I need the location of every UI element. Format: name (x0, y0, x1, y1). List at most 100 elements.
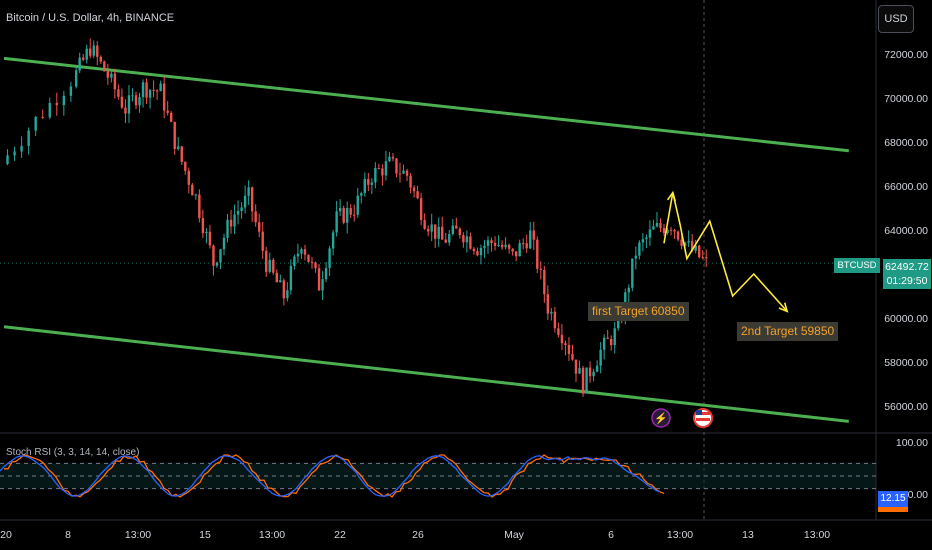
candle-body (659, 222, 662, 228)
candle-body (293, 256, 296, 266)
current-price: 62492.72 (885, 261, 929, 273)
candle-body (469, 236, 472, 249)
candle-body (141, 82, 145, 98)
candle-body (381, 168, 384, 176)
candle-body (162, 83, 166, 111)
candle-body (550, 311, 553, 314)
candle-body (120, 96, 124, 108)
candle-body (441, 226, 444, 240)
candle-body (645, 237, 648, 240)
candle-body (226, 219, 229, 238)
currency-button[interactable]: USD (878, 5, 914, 33)
candle-body (349, 207, 352, 215)
candle-body (360, 193, 363, 196)
candle-body (222, 237, 226, 250)
candle-body (342, 207, 345, 223)
candle-body (335, 211, 338, 233)
candle-body (268, 259, 271, 272)
candle-body (48, 102, 51, 118)
x-tick-label: 26 (412, 529, 424, 541)
candle-body (430, 224, 433, 232)
candle-body (638, 242, 641, 256)
candle-body (275, 272, 278, 283)
candle-body (705, 257, 708, 259)
candle-body (529, 230, 532, 249)
candle-body (363, 179, 366, 194)
candle-body (41, 116, 44, 118)
candle-body (444, 239, 447, 243)
candle-body (96, 45, 99, 57)
y-tick-label: 72000.00 (884, 49, 928, 61)
candle-body (356, 195, 359, 215)
candle-body (155, 90, 159, 92)
candle-body (127, 95, 131, 114)
candle-body (170, 112, 173, 122)
candle-body (511, 248, 514, 252)
candle-body (472, 248, 476, 252)
x-tick-label: 15 (199, 529, 211, 541)
candle-body (595, 365, 599, 372)
x-tick-label: 13 (742, 529, 754, 541)
channel-lower-line (3, 325, 849, 423)
candle-body (546, 294, 550, 314)
candle-body (687, 240, 690, 243)
candle-body (405, 170, 409, 176)
candle-body (191, 184, 194, 196)
candle-body (55, 102, 58, 106)
candle-body (20, 145, 23, 152)
candle-body (303, 249, 307, 255)
candle-body (324, 267, 328, 280)
candle-body (296, 253, 300, 257)
candle-body (85, 48, 88, 60)
candle-body (641, 239, 645, 243)
candle-body (613, 328, 616, 346)
candle-body (89, 48, 92, 56)
candle-body (490, 240, 493, 244)
candle-body (409, 175, 412, 188)
candle-body (539, 268, 542, 270)
candle-body (617, 319, 620, 329)
candle-body (532, 230, 535, 240)
candle-body (6, 155, 9, 164)
y-tick-label: 64000.00 (884, 225, 928, 237)
stoch-axis-0: 0.00 (908, 489, 929, 501)
us-flag-stripe (696, 412, 710, 415)
candle-body (606, 337, 609, 339)
candle-body (666, 229, 669, 233)
candle-body (391, 156, 395, 159)
candle-body (571, 353, 574, 360)
candle-body (240, 207, 243, 212)
candle-body (648, 229, 652, 238)
candle-body (148, 89, 152, 98)
candle-body (212, 245, 215, 266)
candle-body (233, 214, 236, 227)
candle-body (205, 231, 208, 234)
candle-body (599, 349, 602, 366)
y-tick-label: 56000.00 (884, 401, 928, 413)
candle-body (448, 234, 451, 243)
channel-upper-line (3, 56, 849, 153)
candle-body (560, 334, 564, 344)
candle-body (117, 89, 120, 97)
candle-body (458, 228, 462, 236)
candle-body (131, 95, 134, 97)
candle-body (451, 225, 454, 235)
stoch-axis-100: 100.00 (896, 437, 928, 449)
x-tick-label: 13:00 (125, 529, 151, 541)
current-price-tag: 62492.72 01:29:50 (883, 259, 931, 289)
candle-body (69, 86, 73, 96)
candle-body (215, 262, 219, 266)
candle-body (338, 207, 342, 212)
projection-arrow-down (778, 302, 789, 313)
candle-body (198, 194, 201, 218)
candle-body (525, 243, 528, 249)
candle-body (177, 146, 180, 149)
candle-body (145, 82, 148, 98)
candle-body (662, 227, 666, 233)
candle-body (106, 71, 110, 78)
candle-body (690, 240, 694, 251)
candle-body (208, 231, 212, 246)
candle-body (522, 243, 525, 245)
candle-body (247, 187, 250, 196)
